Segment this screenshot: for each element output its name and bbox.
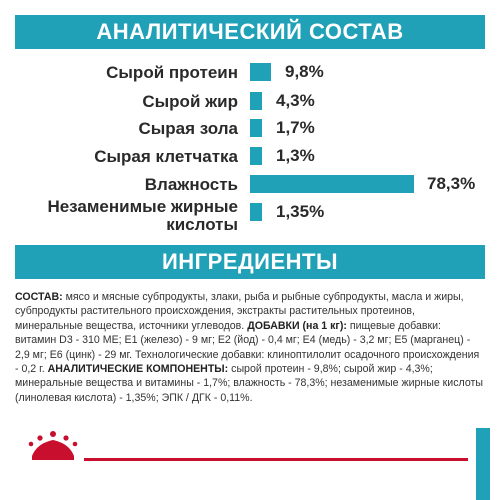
royal-canin-crown-icon	[28, 431, 78, 460]
analysis-row-label-ash: Сырая зола	[138, 119, 238, 138]
analysis-bar-ash	[250, 119, 262, 137]
composition-label: СОСТАВ:	[15, 291, 63, 303]
analysis-table: Сырой протеин 9,8% Сырой жир 4,3% Сырая …	[0, 0, 500, 245]
analysis-bar-moisture	[250, 175, 414, 193]
analysis-value-ash: 1,7%	[276, 118, 315, 137]
analysis-row-label-fatty-acids-line1: Незаменимые жирные	[47, 197, 238, 216]
footer-side-stripe	[476, 428, 490, 500]
additives-text: пищевые добавки: витамин D3 - 310 МЕ; E1…	[15, 319, 480, 376]
additives-label: ДОБАВКИ (на 1 кг):	[247, 319, 347, 332]
composition-text: мясо и мясные субпродукты, злаки, рыба и…	[15, 291, 464, 332]
ingredients-text: СОСТАВ: мясо и мясные субпродукты, злаки…	[15, 290, 485, 405]
analysis-section-title: АНАЛИТИЧЕСКИЙ СОСТАВ	[96, 19, 404, 44]
analysis-bar-protein	[250, 63, 271, 81]
analysis-value-fat: 4,3%	[276, 91, 315, 110]
components-text: сырой протеин - 9,8%; сырой жир - 4,3%; …	[15, 363, 483, 404]
components-label: АНАЛИТИЧЕСКИЕ КОМПОНЕНТЫ:	[47, 363, 229, 376]
analysis-row-label-protein: Сырой протеин	[106, 63, 238, 82]
analysis-row-label-moisture: Влажность	[144, 175, 238, 194]
analysis-value-fatty-acids: 1,35%	[276, 202, 325, 221]
analysis-bar-fat	[250, 92, 262, 110]
ingredients-section-header: ИНГРЕДИЕНТЫ	[15, 245, 485, 279]
analysis-row-label-fatty-acids-line2: кислоты	[166, 215, 238, 234]
ingredients-section-title: ИНГРЕДИЕНТЫ	[161, 249, 339, 274]
analysis-bar-fatty-acids	[250, 203, 262, 221]
analysis-row-label-fat: Сырой жир	[142, 92, 238, 111]
analysis-value-fiber: 1,3%	[276, 146, 315, 165]
analysis-value-protein: 9,8%	[285, 62, 324, 81]
analysis-section-header: АНАЛИТИЧЕСКИЙ СОСТАВ	[15, 15, 485, 49]
analysis-row-label-fiber: Сырая клетчатка	[94, 147, 238, 166]
footer-divider-line	[84, 458, 468, 461]
analysis-value-moisture: 78,3%	[427, 174, 476, 193]
analysis-bar-fiber	[250, 147, 262, 165]
